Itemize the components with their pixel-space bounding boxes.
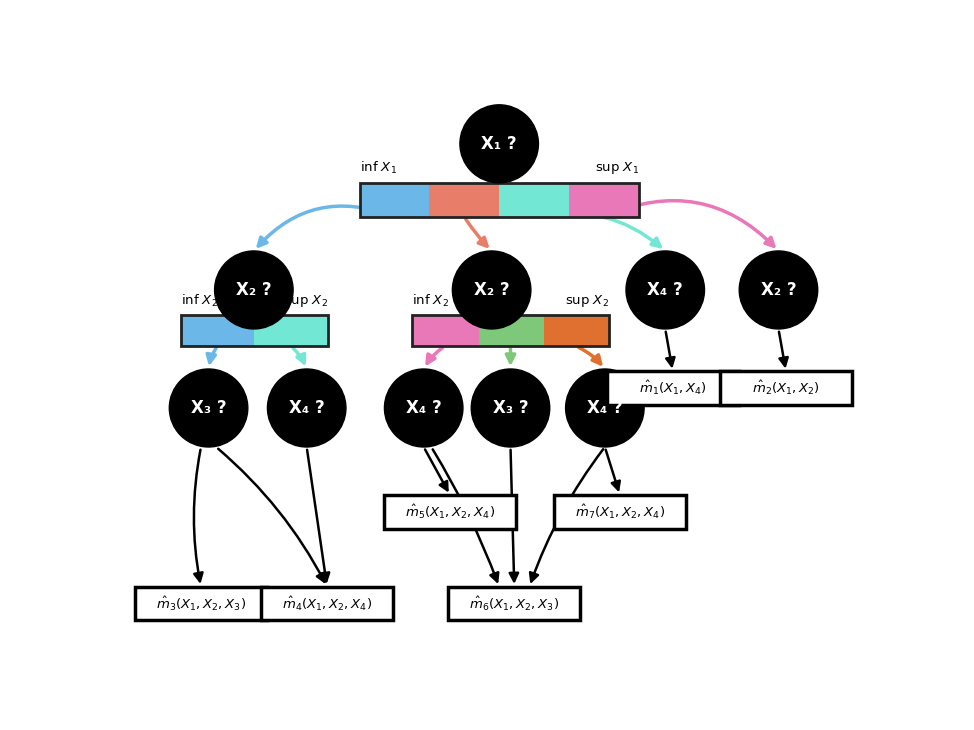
Ellipse shape bbox=[566, 369, 644, 447]
Bar bbox=[554, 495, 686, 529]
Text: X₂ ?: X₂ ? bbox=[236, 281, 272, 299]
Text: X₂ ?: X₂ ? bbox=[473, 281, 509, 299]
Ellipse shape bbox=[452, 251, 531, 329]
Bar bbox=[500, 183, 569, 217]
Text: X₄ ?: X₄ ? bbox=[648, 281, 683, 299]
Text: $\hat{m}_7(X_1, X_2, X_4)$: $\hat{m}_7(X_1, X_2, X_4)$ bbox=[575, 503, 665, 521]
Text: X₁ ?: X₁ ? bbox=[481, 135, 517, 153]
Bar bbox=[261, 587, 393, 620]
Bar bbox=[359, 183, 639, 217]
Text: $\hat{m}_6(X_1, X_2, X_3)$: $\hat{m}_6(X_1, X_2, X_3)$ bbox=[469, 594, 559, 612]
Bar bbox=[543, 315, 609, 346]
Text: X₃ ?: X₃ ? bbox=[493, 399, 528, 417]
Ellipse shape bbox=[739, 251, 818, 329]
Text: $\hat{m}_3(X_1, X_2, X_3)$: $\hat{m}_3(X_1, X_2, X_3)$ bbox=[156, 594, 246, 612]
Bar bbox=[607, 372, 739, 405]
Ellipse shape bbox=[268, 369, 346, 447]
Text: $\hat{m}_5(X_1, X_2, X_4)$: $\hat{m}_5(X_1, X_2, X_4)$ bbox=[405, 503, 495, 521]
Bar bbox=[180, 315, 254, 346]
Ellipse shape bbox=[626, 251, 704, 329]
Text: X₂ ?: X₂ ? bbox=[761, 281, 797, 299]
Ellipse shape bbox=[214, 251, 293, 329]
Text: X₄ ?: X₄ ? bbox=[289, 399, 324, 417]
Ellipse shape bbox=[169, 369, 247, 447]
Ellipse shape bbox=[385, 369, 463, 447]
Bar bbox=[720, 372, 852, 405]
Text: inf $X_2$: inf $X_2$ bbox=[180, 293, 217, 309]
Text: $\hat{m}_2(X_1, X_2)$: $\hat{m}_2(X_1, X_2)$ bbox=[752, 379, 820, 397]
Text: $\hat{m}_4(X_1, X_2, X_4)$: $\hat{m}_4(X_1, X_2, X_4)$ bbox=[282, 594, 372, 612]
Bar bbox=[359, 183, 430, 217]
Text: X₃ ?: X₃ ? bbox=[191, 399, 226, 417]
Text: $\hat{m}_1(X_1, X_4)$: $\hat{m}_1(X_1, X_4)$ bbox=[639, 379, 707, 397]
Bar bbox=[430, 183, 499, 217]
Text: X₄ ?: X₄ ? bbox=[406, 399, 441, 417]
Ellipse shape bbox=[460, 105, 539, 182]
Bar bbox=[412, 315, 479, 346]
Ellipse shape bbox=[471, 369, 549, 447]
Text: sup $X_1$: sup $X_1$ bbox=[595, 161, 639, 177]
Bar bbox=[384, 495, 516, 529]
Bar bbox=[448, 587, 581, 620]
Bar bbox=[254, 315, 328, 346]
Text: sup $X_2$: sup $X_2$ bbox=[565, 293, 609, 309]
Text: sup $X_2$: sup $X_2$ bbox=[283, 293, 328, 309]
Bar bbox=[479, 315, 543, 346]
Text: X₄ ?: X₄ ? bbox=[587, 399, 622, 417]
Bar bbox=[569, 183, 639, 217]
Bar bbox=[412, 315, 609, 346]
Bar bbox=[135, 587, 267, 620]
Text: inf $X_1$: inf $X_1$ bbox=[359, 161, 396, 177]
Text: inf $X_2$: inf $X_2$ bbox=[412, 293, 449, 309]
Bar bbox=[180, 315, 328, 346]
